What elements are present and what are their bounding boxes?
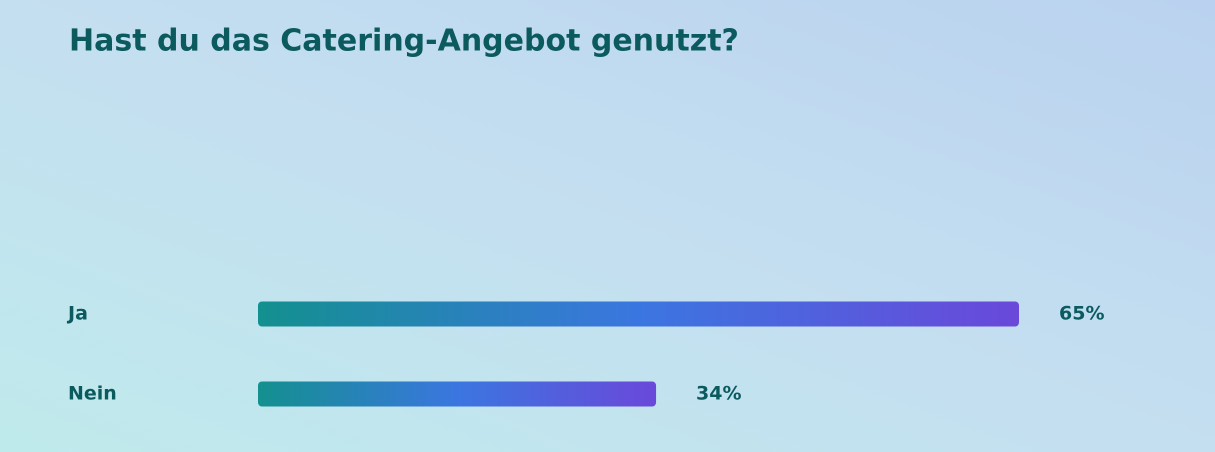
value-label: 34% xyxy=(696,383,741,405)
category-label: Ja xyxy=(66,303,88,325)
chart-title: Hast du das Catering-Angebot genutzt? xyxy=(69,24,739,59)
category-label: Nein xyxy=(68,383,117,405)
bar xyxy=(258,381,657,407)
bar xyxy=(258,301,1019,327)
value-label: 65% xyxy=(1059,303,1104,325)
